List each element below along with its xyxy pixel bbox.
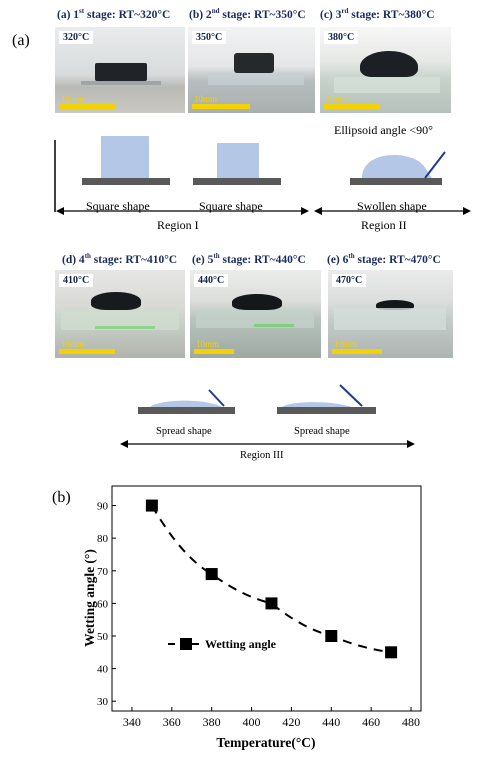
- scale-bar: [192, 104, 250, 109]
- substrate-1: [82, 178, 170, 185]
- stage-4-photo: 410°C 10mm: [55, 270, 185, 358]
- scale-label: 10mm: [196, 339, 220, 349]
- scale-bar: [59, 349, 115, 354]
- y-tick-label: 40: [97, 664, 109, 676]
- x-tick-label: 400: [243, 715, 261, 729]
- spread-shape-2: [282, 402, 352, 407]
- square-shape-1: [101, 136, 149, 178]
- y-tick-label: 90: [97, 501, 109, 513]
- x-axis-title: Temperature(°C): [216, 735, 315, 750]
- stage-3-photo: 380°C 10mm: [320, 27, 451, 113]
- x-tick-label: 460: [362, 715, 380, 729]
- data-point: [325, 630, 338, 642]
- stage-5-caption: (e) 5th stage: RT~440°C: [192, 252, 306, 266]
- scale-label: 10mm: [61, 94, 85, 104]
- region-3-label: Region III: [240, 450, 284, 461]
- x-tick-label: 480: [402, 715, 420, 729]
- stage-4-caption: (d) 4th stage: RT~410°C: [62, 252, 178, 266]
- substrate-4: [138, 407, 235, 414]
- x-tick-label: 360: [163, 715, 181, 729]
- substrate-3: [350, 178, 442, 185]
- region-1-label: Region I: [157, 218, 199, 232]
- contact-angle-line: [424, 151, 446, 179]
- swollen-shape: [362, 155, 432, 178]
- temp-tag: 320°C: [59, 31, 94, 44]
- substrate-5: [277, 407, 376, 414]
- shape-label-swollen: Swollen shape: [357, 199, 427, 213]
- y-tick-label: 50: [97, 631, 109, 643]
- scale-label: 10mm: [334, 339, 358, 349]
- stage-1-caption: (a) 1st stage: RT~320°C: [57, 7, 171, 21]
- y-tick-label: 80: [97, 533, 109, 545]
- temp-tag: 350°C: [192, 31, 227, 44]
- temp-tag: 470°C: [332, 274, 367, 287]
- temp-tag: 380°C: [324, 31, 359, 44]
- substrate-2: [193, 178, 281, 185]
- scale-label: 10mm: [194, 94, 218, 104]
- x-tick-label: 420: [282, 715, 300, 729]
- temp-tag: 410°C: [59, 274, 94, 287]
- x-tick-label: 340: [123, 715, 141, 729]
- stage-1-photo: 320°C 10mm: [55, 27, 185, 113]
- ellipsoid-note: Ellipsoid angle <90°: [334, 123, 433, 137]
- legend-marker: [180, 638, 192, 650]
- region-2-label: Region II: [361, 218, 407, 232]
- legend-label: Wetting angle: [205, 637, 277, 651]
- stage-3-caption: (c) 3rd stage: RT~380°C: [320, 7, 435, 21]
- shape-label-square-2: Square shape: [199, 199, 263, 213]
- stage-6-photo: 470°C 10mm: [328, 270, 453, 358]
- y-tick-label: 30: [97, 696, 109, 708]
- stage-5-photo: 440°C 10mm: [190, 270, 321, 358]
- panel-a-label: (a): [12, 32, 30, 49]
- data-point: [145, 499, 158, 512]
- square-shape-2: [217, 143, 259, 178]
- stage-2-caption: (b) 2nd stage: RT~350°C: [189, 7, 306, 21]
- scale-label: 10mm: [61, 339, 85, 349]
- scale-label: 10mm: [326, 94, 350, 104]
- panel-b-label: (b): [52, 489, 71, 506]
- contact-angle-line-3: [339, 384, 363, 407]
- x-tick-label: 440: [322, 715, 340, 729]
- contact-angle-line-2: [208, 389, 225, 407]
- scale-bar: [194, 349, 234, 354]
- shape-label-spread-2: Spread shape: [294, 426, 350, 437]
- series-line: [151, 505, 392, 654]
- stage-6-caption: (e) 6th stage: RT~470°C: [327, 252, 441, 266]
- data-point: [385, 646, 398, 659]
- data-point: [265, 597, 278, 610]
- scale-bar: [59, 104, 115, 109]
- data-point: [205, 568, 218, 581]
- y-tick-label: 70: [97, 566, 109, 578]
- plot-frame: [111, 485, 422, 712]
- stage-2-photo: 350°C 10mm: [188, 27, 315, 113]
- spread-shape-1: [150, 400, 222, 407]
- y-tick-label: 60: [97, 598, 109, 610]
- x-tick-label: 380: [203, 715, 221, 729]
- shape-label-square-1: Square shape: [86, 199, 150, 213]
- scale-bar: [324, 104, 380, 109]
- y-axis-title: Wetting angle (°): [82, 549, 97, 647]
- scale-bar: [332, 349, 382, 354]
- temp-tag: 440°C: [194, 274, 229, 287]
- shape-label-spread-1: Spread shape: [156, 426, 212, 437]
